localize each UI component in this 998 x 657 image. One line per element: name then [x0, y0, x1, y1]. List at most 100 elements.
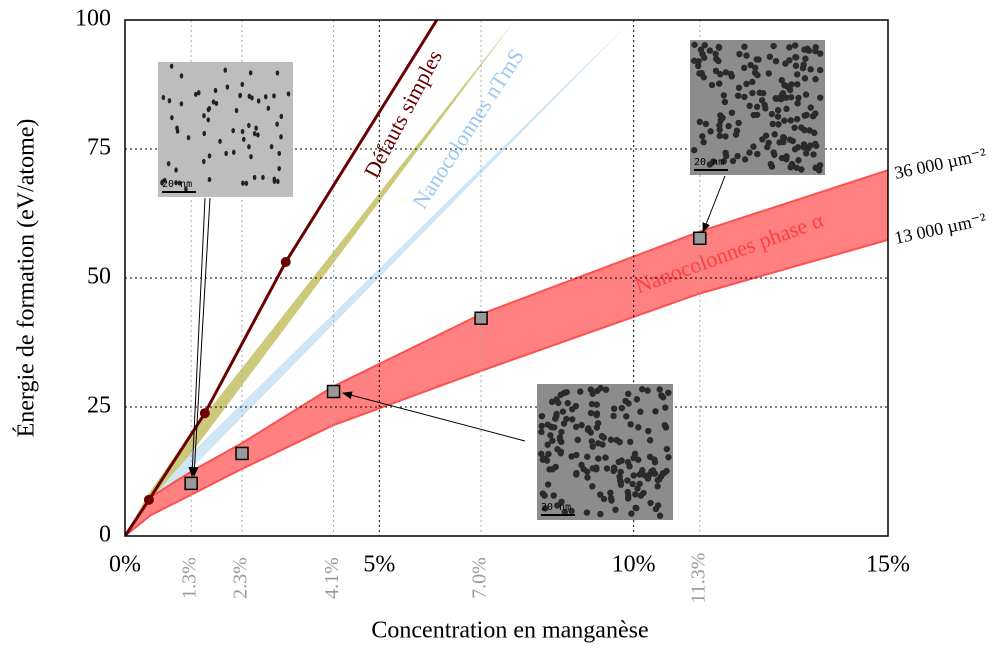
inset-dot: [249, 154, 253, 160]
inset-dot: [772, 57, 780, 65]
inset-dot: [732, 131, 740, 138]
inset-dot: [202, 130, 207, 137]
inset-dot: [640, 489, 647, 497]
inset-dot: [794, 81, 801, 88]
inset-dot: [793, 115, 801, 123]
inset-dot: [213, 87, 218, 94]
inset-dot: [768, 163, 776, 170]
inset-dot: [577, 388, 584, 395]
inset-dot: [630, 472, 637, 479]
inset-dot: [690, 57, 698, 64]
inset-dot: [786, 44, 793, 51]
inset-dot: [603, 465, 611, 472]
inset-dot: [743, 80, 750, 88]
inset-dot: [279, 134, 283, 140]
inset-dot: [166, 161, 171, 167]
inset-dot: [758, 97, 766, 104]
inset-dot: [247, 93, 252, 99]
inset-dot: [774, 113, 782, 120]
inset-dot: [252, 131, 257, 137]
inset-dot: [593, 401, 600, 408]
inset-dot: [636, 480, 643, 487]
inset-dot: [696, 118, 703, 126]
inset-dot: [783, 105, 790, 113]
inset-dot: [654, 483, 661, 490]
inset-dot: [699, 133, 706, 140]
inset-dot: [707, 128, 714, 135]
inset-dot: [702, 120, 710, 128]
inset-dot: [186, 135, 191, 141]
inset-dot: [240, 81, 245, 87]
inset-dot: [560, 420, 568, 427]
inset-dot: [691, 146, 698, 154]
inset-dot: [563, 388, 571, 396]
inset: 20 nm: [537, 384, 673, 520]
inset-dot: [791, 146, 799, 153]
inset-dot: [612, 506, 619, 513]
inset-dot: [795, 157, 802, 164]
inset-dot: [162, 177, 167, 183]
inset-dot: [594, 420, 602, 427]
y-tick-label: 100: [75, 6, 111, 32]
inset-dot: [583, 453, 591, 460]
inset-dot: [613, 436, 620, 444]
inset-dot: [241, 136, 246, 142]
inset-dot: [770, 149, 777, 156]
inset-dot: [177, 180, 182, 186]
inset-dot: [635, 424, 642, 431]
inset-dot: [746, 102, 753, 110]
inset-dot: [583, 509, 591, 516]
inset-dot: [616, 477, 624, 484]
inset-dot: [802, 91, 810, 98]
inset-dot: [179, 73, 184, 79]
inset-dot: [646, 437, 654, 444]
inset-dot: [651, 470, 659, 477]
inset-dot: [184, 186, 188, 192]
inset-dot: [610, 405, 618, 412]
inset-dot: [798, 124, 805, 131]
annotation: 36 000 µm⁻²: [893, 144, 988, 183]
inset-dot: [786, 136, 794, 143]
inset-dot: [600, 495, 608, 503]
inset-dot: [207, 153, 212, 159]
inset-dot: [275, 70, 280, 76]
inset-dot: [764, 143, 771, 151]
inset-dot: [696, 70, 703, 77]
point: [693, 231, 707, 246]
inset-dot: [589, 390, 596, 397]
inset-dot: [275, 121, 279, 127]
inset-dot: [639, 467, 646, 474]
inset-dot: [211, 99, 216, 105]
inset-dot: [206, 107, 211, 113]
arrow: [188, 197, 206, 477]
inset-dot: [588, 400, 596, 408]
inset-dot: [802, 150, 810, 157]
inset-dot: [252, 174, 257, 181]
inset-dot: [778, 77, 785, 84]
x-tick-label: 0%: [109, 552, 141, 578]
inset-dot: [644, 475, 652, 482]
inset-dot: [558, 428, 565, 436]
inset-dot: [256, 98, 261, 104]
inset-dot: [607, 436, 615, 443]
inset-dot: [701, 42, 708, 49]
inset-dot: [223, 67, 228, 73]
inset-dot: [736, 50, 743, 58]
inset-dot: [746, 149, 753, 156]
inset-dot: [786, 86, 794, 94]
inset-dot: [725, 122, 732, 130]
scale-label: 20 nm: [541, 502, 571, 513]
inset-dot: [244, 180, 249, 186]
inset-dot: [720, 158, 727, 165]
inset-dot: [780, 138, 787, 146]
y-tick-label: 25: [87, 393, 111, 419]
inset-image: [158, 62, 293, 197]
inset-dot: [660, 470, 668, 477]
inset-dot: [794, 71, 801, 78]
inset-dot: [602, 386, 610, 393]
inset-dot: [624, 488, 632, 496]
inset-dot: [169, 63, 174, 69]
inset-dot: [547, 432, 554, 439]
inset-dot: [202, 158, 206, 165]
inset-dot: [753, 56, 760, 63]
